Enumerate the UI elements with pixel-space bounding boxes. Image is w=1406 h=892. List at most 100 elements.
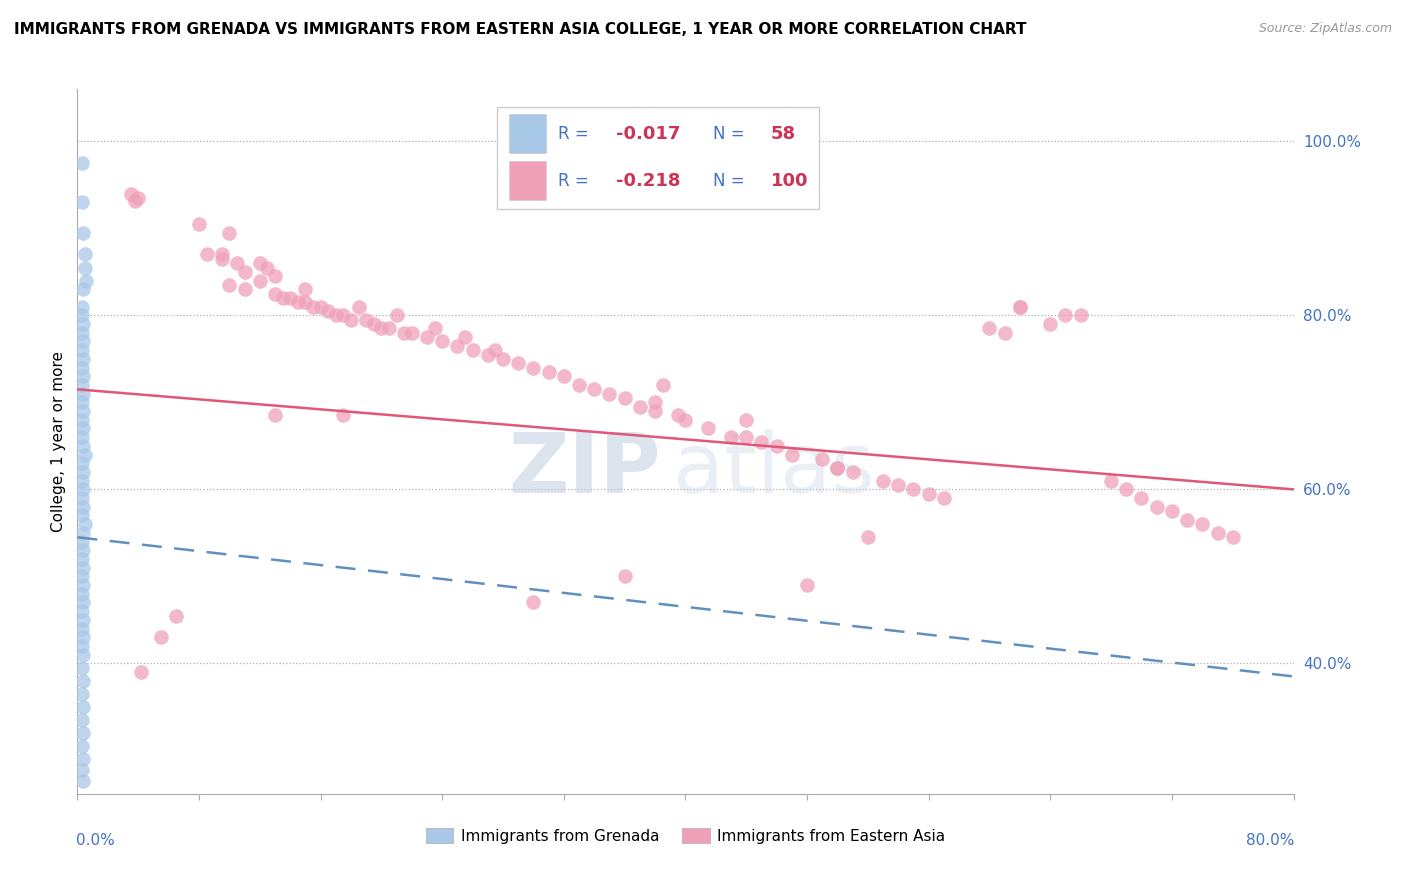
- Text: -0.218: -0.218: [616, 172, 681, 190]
- Point: [72, 226, 94, 240]
- Point: [378, 321, 401, 335]
- Point: [1206, 525, 1229, 540]
- Point: [72, 465, 94, 479]
- Point: [827, 460, 849, 475]
- Point: [165, 608, 187, 623]
- Point: [264, 269, 287, 284]
- Point: [70, 456, 93, 470]
- Point: [1039, 317, 1062, 331]
- Point: [70, 360, 93, 375]
- Point: [195, 247, 218, 261]
- Point: [461, 343, 484, 358]
- Point: [1054, 309, 1077, 323]
- Point: [75, 274, 97, 288]
- Text: N =: N =: [713, 172, 751, 190]
- Point: [149, 630, 172, 644]
- Point: [70, 739, 93, 753]
- Text: Source: ZipAtlas.com: Source: ZipAtlas.com: [1258, 22, 1392, 36]
- Point: [72, 595, 94, 609]
- Point: [385, 309, 408, 323]
- Point: [1161, 504, 1184, 518]
- Point: [697, 421, 720, 435]
- Point: [120, 186, 142, 201]
- Point: [872, 474, 894, 488]
- Point: [1099, 474, 1122, 488]
- Point: [72, 648, 94, 662]
- Point: [188, 217, 211, 231]
- Point: [720, 430, 742, 444]
- Point: [492, 351, 515, 366]
- Point: [127, 191, 149, 205]
- Point: [675, 413, 697, 427]
- Point: [294, 295, 316, 310]
- Point: [751, 434, 773, 449]
- Point: [613, 569, 636, 583]
- Point: [72, 673, 94, 688]
- Point: [256, 260, 278, 275]
- Point: [841, 465, 863, 479]
- Point: [340, 312, 363, 326]
- Point: [430, 334, 453, 349]
- Point: [70, 552, 93, 566]
- Point: [477, 347, 499, 361]
- Point: [903, 483, 925, 497]
- Point: [70, 508, 93, 523]
- Point: [309, 300, 332, 314]
- Point: [70, 413, 93, 427]
- Point: [598, 386, 620, 401]
- Text: R =: R =: [558, 125, 593, 143]
- Point: [70, 300, 93, 314]
- Point: [553, 369, 575, 384]
- Text: R =: R =: [558, 172, 593, 190]
- Point: [780, 448, 803, 462]
- Point: [72, 752, 94, 766]
- Point: [72, 726, 94, 740]
- Point: [72, 773, 94, 788]
- Point: [70, 713, 93, 727]
- Point: [423, 321, 446, 335]
- Point: [72, 386, 94, 401]
- Point: [628, 400, 651, 414]
- Point: [446, 339, 468, 353]
- Point: [994, 326, 1017, 340]
- Point: [392, 326, 415, 340]
- Point: [72, 525, 94, 540]
- Point: [583, 382, 606, 396]
- Point: [70, 430, 93, 444]
- Point: [1191, 517, 1213, 532]
- Point: [613, 391, 636, 405]
- Point: [644, 404, 666, 418]
- Point: [332, 309, 354, 323]
- Point: [302, 300, 325, 314]
- Point: [72, 630, 94, 644]
- Point: [484, 343, 506, 358]
- Point: [72, 439, 94, 453]
- Point: [70, 687, 93, 701]
- Text: ZIP: ZIP: [509, 429, 661, 510]
- Point: [735, 430, 758, 444]
- Point: [735, 413, 758, 427]
- Point: [347, 300, 370, 314]
- Bar: [509, 114, 546, 153]
- FancyBboxPatch shape: [496, 107, 820, 209]
- Point: [294, 282, 316, 296]
- Text: atlas: atlas: [673, 429, 875, 510]
- Point: [73, 260, 96, 275]
- Point: [70, 491, 93, 505]
- Point: [70, 763, 93, 777]
- Point: [72, 543, 94, 558]
- Point: [218, 226, 240, 240]
- Point: [129, 665, 152, 679]
- Text: 58: 58: [770, 125, 796, 143]
- Point: [72, 317, 94, 331]
- Point: [211, 252, 233, 266]
- Point: [72, 560, 94, 574]
- Point: [70, 326, 93, 340]
- Point: [287, 295, 309, 310]
- Point: [70, 395, 93, 409]
- Point: [70, 474, 93, 488]
- Text: N =: N =: [713, 125, 751, 143]
- Point: [72, 578, 94, 592]
- Point: [811, 452, 834, 467]
- Point: [522, 360, 544, 375]
